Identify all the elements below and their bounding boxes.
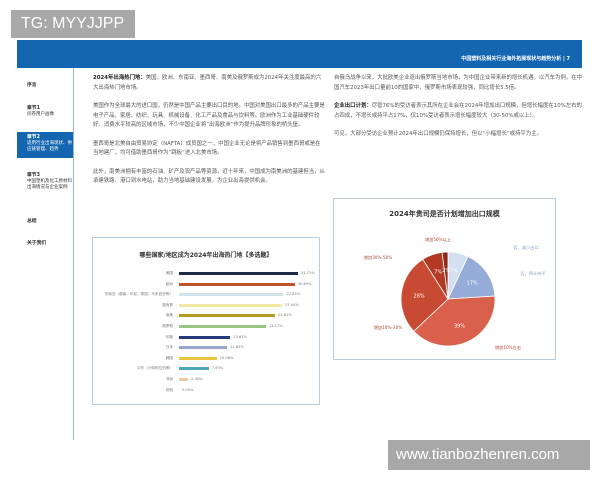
bar-row: 南美 25.61% <box>93 312 319 320</box>
bar-label: 日本 <box>165 345 173 350</box>
sidebar-item-about[interactable]: 关于我们 <box>27 241 47 246</box>
pie-value-label: 7% <box>450 269 458 275</box>
pie-slice <box>441 251 449 300</box>
bar-chart: 哪些国家/地区成为2024年出海热门地【多选题】 美国 31.71% 欧洲 30.89… <box>92 237 320 405</box>
chart-title: 哪些国家/地区成为2024年出海热门地【多选题】 <box>139 252 273 259</box>
bar-label: 美国 <box>165 271 173 275</box>
pie-value-label: 2% <box>442 268 450 274</box>
sidebar-item-chapter1[interactable]: 章节1 问卷用户画像 <box>27 106 54 117</box>
bar-label: 墨西哥 <box>162 302 173 307</box>
paragraph: 2024年出海热门地：美国、欧洲、东南亚、墨西哥、南美及俄罗斯成为2024年关注… <box>93 75 322 91</box>
pie-value-label: 39% <box>454 324 465 330</box>
bar <box>179 378 189 381</box>
bar-row: 欧洲 30.89% <box>93 281 319 289</box>
bar-row: 墨西哥 27.44% <box>93 302 319 310</box>
pie-category-label: 否，预计持平 <box>520 270 545 277</box>
bar <box>179 335 231 339</box>
paragraph: 此外，南美洲拥有丰富的石油、矿产及农产品等资源，近十年来，中国成为南美洲的基建担… <box>93 168 325 185</box>
bar-label: 其他 <box>165 387 173 392</box>
pie-category-label: 增加10%左右 <box>495 344 521 351</box>
bar <box>179 282 295 286</box>
bar-row: 非洲 2.44% <box>93 376 319 384</box>
pie-category-label: 增加50%以上 <box>425 236 451 243</box>
bar-label: 非洲 <box>165 377 173 381</box>
watermark-top: TG: MYYJJPP <box>11 10 135 38</box>
right-column: 自俄乌战争以来，大批欧美企业退出俄罗斯当地市场，为中国企业带来新的增长机遇。以汽… <box>334 74 584 149</box>
bar <box>179 346 227 350</box>
bar <box>179 367 209 371</box>
bar-row: 东南亚（越南、印尼、泰国、马来西亚等） 27.85% <box>93 291 319 299</box>
bar-row: 中东（沙特阿拉伯等） 7.93% <box>93 365 319 373</box>
pie-value-label: 7% <box>434 270 442 276</box>
bar-value-label: 2.44% <box>191 377 203 381</box>
bar-value-label: 23.17% <box>268 324 283 328</box>
pie-value-label: 17% <box>467 281 478 287</box>
bar-label: 中东（沙特阿拉伯等） <box>137 366 173 371</box>
bar-value-label: 27.85% <box>286 292 301 297</box>
bar-label: 东南亚（越南、印尼、泰国、马来西亚等） <box>104 292 173 297</box>
bar-label: 欧洲 <box>165 281 173 286</box>
paragraph: 墨西哥是北美自由贸易协定（NAFTA）成员国之一，中国企业无论是将产品销售到墨西… <box>93 140 321 157</box>
page-header: 中国塑料及相关行业海外拓展现状与趋势分析 | 7 <box>17 40 582 68</box>
bar-row: 韩国 10.06% <box>93 355 319 363</box>
bar-label: 俄罗斯 <box>162 324 173 328</box>
bar <box>179 356 217 360</box>
watermark-bottom: www.tianbozhenren.com <box>388 440 590 470</box>
bar-row: 日本 12.80% <box>93 344 319 352</box>
sidebar-item-summary[interactable]: 总结 <box>27 219 37 224</box>
left-column: 2024年出海热门地：美国、欧洲、东南亚、墨西哥、南美及俄罗斯成为2024年关注… <box>93 74 325 196</box>
sidebar-item-preface[interactable]: 序言 <box>27 83 37 88</box>
sidebar-item-chapter2[interactable]: 章节2 适用行业出海现状、供应链管理、趋势 <box>17 132 73 158</box>
bar <box>179 325 266 328</box>
pie-slice <box>413 295 496 347</box>
paragraph: 可见，大部分受访企业预计2024年出口规模仍保持增长，但以“小幅增长”或持平为主… <box>334 131 542 137</box>
bar <box>179 293 284 297</box>
bar-row: 其他 0.00% <box>93 387 319 395</box>
pie-category-label: 增加10%-30% <box>374 324 403 331</box>
header-title: 中国塑料及相关行业海外拓展现状与趋势分析 | 7 <box>461 56 570 62</box>
bar <box>179 303 282 307</box>
bar-label: 南美 <box>165 313 173 318</box>
page-number: | 7 <box>562 56 570 62</box>
chart-title: 2024年贵司是否计划增加出口规模 <box>389 210 500 218</box>
bar-label: 印度 <box>165 334 173 339</box>
bar-value-label: 0.00% <box>182 387 194 392</box>
pie-category-label: 增加30%-50% <box>364 254 393 261</box>
bar-value-label: 7.93% <box>211 366 224 371</box>
pie-chart: 2024年贵司是否计划增加出口规模 7% 否，减少出口 17% 否，预计持平 39% 增加… <box>333 198 556 360</box>
bar-label: 韩国 <box>165 355 173 360</box>
pie-slice <box>447 255 496 300</box>
bar-value-label: 13.67% <box>233 334 247 339</box>
paragraph: 企业出口计划：尽管76%的受访者表示其所在企业会在2024年增加出口规模，但增长… <box>334 103 582 119</box>
sidebar: 序言 章节1 问卷用户画像 章节2 适用行业出海现状、供应链管理、趋势 章节3 中国塑… <box>17 68 74 440</box>
bar-value-label: 27.44% <box>284 302 299 307</box>
bar-row: 俄罗斯 23.17% <box>93 323 319 331</box>
bar-value-label: 25.61% <box>278 313 292 318</box>
bar-row: 美国 31.71% <box>93 270 319 278</box>
paragraph: 自俄乌战争以来，大批欧美企业退出俄罗斯当地市场，为中国企业带来新的增长机遇。以汽… <box>334 75 582 91</box>
bar-value-label: 31.71% <box>300 271 315 275</box>
paragraph: 美国作为全球最大的进口国，仍然是中国产品主要出口目的地。中国对美国出口最多的产品… <box>93 103 325 128</box>
bar-value-label: 12.80% <box>230 345 244 350</box>
bar-value-label: 30.89% <box>297 281 312 286</box>
pie-category-label: 否，减少出口 <box>513 244 538 251</box>
pie-slice <box>400 258 449 332</box>
bar-row: 印度 13.67% <box>93 334 319 342</box>
pie-value-label: 28% <box>414 293 425 299</box>
sidebar-item-chapter3[interactable]: 章节3 中国塑机及化工原材料出海情况与企业案例 <box>27 173 72 190</box>
pie-svg: 7% 否，减少出口 17% 否，预计持平 39% 增加10%左右 28% 增加10%-30% 7… <box>364 236 546 351</box>
bar <box>179 314 276 318</box>
bar-value-label: 10.06% <box>219 355 234 360</box>
bar <box>179 272 298 275</box>
